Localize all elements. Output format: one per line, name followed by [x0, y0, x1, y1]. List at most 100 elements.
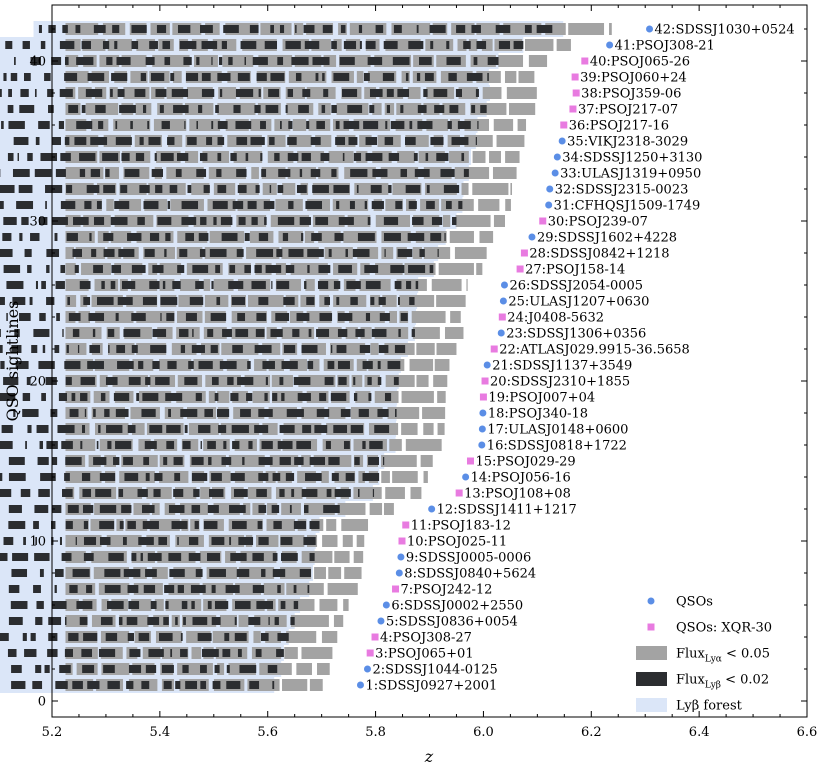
lyb-dark-segment — [350, 425, 364, 433]
lya-dark-segment — [271, 391, 303, 403]
lyb-dark-segment — [93, 457, 107, 465]
qso-marker — [546, 185, 554, 193]
lyb-dark-segment — [378, 297, 386, 305]
lyb-dark-segment — [173, 457, 183, 465]
lyb-dark-segment — [285, 473, 295, 481]
lyb-dark-segment — [108, 345, 110, 353]
qso-label: 14:PSOJ056-16 — [471, 471, 571, 486]
lyb-dark-segment — [340, 25, 346, 33]
lyb-dark-segment — [258, 537, 269, 545]
lya-dark-segment — [438, 263, 474, 275]
lyb-dark-segment — [105, 169, 110, 177]
lya-dark-segment — [472, 151, 486, 163]
lyb-dark-segment — [303, 25, 315, 33]
lyb-dark-segment — [8, 89, 12, 97]
lyb-dark-segment — [67, 297, 70, 305]
lya-dark-segment — [278, 231, 303, 243]
lyb-dark-segment — [11, 569, 28, 577]
lya-dark-segment — [355, 391, 371, 403]
lyb-dark-segment — [296, 441, 311, 449]
lyb-dark-segment — [137, 489, 148, 497]
lyb-dark-segment — [208, 457, 212, 465]
lya-dark-segment — [364, 375, 380, 387]
lyb-dark-segment — [160, 297, 178, 305]
lya-dark-segment — [397, 151, 415, 163]
lyb-dark-segment — [59, 665, 71, 673]
lyb-dark-segment — [52, 217, 68, 225]
lyb-dark-segment — [195, 569, 203, 577]
lyb-dark-segment — [230, 473, 245, 481]
lyb-dark-segment — [8, 457, 25, 465]
lyb-dark-segment — [39, 441, 43, 449]
lyb-dark-segment — [32, 681, 43, 689]
lyb-dark-segment — [82, 425, 86, 433]
lyb-dark-segment — [180, 409, 198, 417]
lyb-dark-segment — [306, 121, 310, 129]
lya-dark-segment — [293, 23, 304, 35]
lya-dark-segment — [152, 55, 190, 67]
lyb-dark-segment — [159, 105, 164, 113]
lyb-dark-segment — [185, 233, 195, 241]
lyb-dark-segment — [331, 105, 337, 113]
lyb-dark-segment — [220, 217, 233, 225]
lyb-dark-segment — [11, 345, 22, 353]
qso-label: 22:ATLASJ029.9915-36.5658 — [499, 343, 690, 358]
lyb-dark-segment — [223, 441, 227, 449]
lyb-dark-segment — [271, 281, 273, 289]
lyb-dark-segment — [316, 121, 325, 129]
lyb-dark-segment — [160, 153, 174, 161]
lya-dark-segment — [101, 599, 109, 611]
lyb-dark-segment — [301, 489, 318, 497]
lyb-dark-segment — [0, 553, 8, 561]
lyb-dark-segment — [353, 377, 356, 385]
lya-dark-segment — [217, 391, 230, 403]
lyb-dark-segment — [158, 633, 173, 641]
lyb-dark-segment — [102, 41, 110, 49]
lyb-dark-segment — [81, 649, 93, 657]
lyb-dark-segment — [252, 57, 268, 65]
lya-dark-segment — [370, 295, 381, 307]
lyb-dark-segment — [451, 137, 469, 145]
lyb-dark-segment — [27, 265, 32, 273]
lya-dark-segment — [506, 87, 537, 99]
lyb-dark-segment — [335, 137, 346, 145]
lyb-dark-segment — [277, 441, 293, 449]
lyb-dark-segment — [264, 217, 267, 225]
lyb-dark-segment — [446, 57, 461, 65]
lyb-dark-segment — [168, 553, 182, 561]
lyb-dark-segment — [365, 137, 378, 145]
lyb-dark-segment — [368, 393, 372, 401]
lya-dark-segment — [479, 231, 494, 243]
lyb-dark-segment — [307, 585, 310, 593]
lyb-dark-segment — [115, 313, 119, 321]
lyb-dark-segment — [128, 601, 140, 609]
lyb-dark-segment — [244, 265, 251, 273]
lyb-dark-segment — [29, 297, 33, 305]
lyb-dark-segment — [85, 89, 103, 97]
lyb-dark-segment — [113, 457, 120, 465]
lyb-dark-segment — [100, 617, 113, 625]
lyb-dark-segment — [199, 153, 208, 161]
lya-dark-segment — [478, 199, 500, 211]
lyb-dark-segment — [126, 617, 138, 625]
lyb-dark-segment — [187, 137, 197, 145]
lyb-dark-segment — [368, 457, 379, 465]
lyb-dark-segment — [117, 297, 133, 305]
lyb-dark-segment — [75, 25, 81, 33]
lyb-dark-segment — [180, 633, 183, 641]
lya-dark-segment — [260, 23, 292, 35]
lyb-dark-segment — [342, 153, 345, 161]
lyb-dark-segment — [164, 57, 171, 65]
lyb-dark-segment — [15, 361, 29, 369]
lyb-dark-segment — [10, 73, 18, 81]
lyb-dark-segment — [291, 489, 295, 497]
lyb-dark-segment — [68, 105, 79, 113]
lyb-dark-segment — [61, 553, 72, 561]
lyb-dark-segment — [291, 57, 309, 65]
qso-marker-xqr30 — [455, 489, 463, 497]
lyb-dark-segment — [93, 409, 96, 417]
qso-marker — [483, 361, 491, 369]
lyb-dark-segment — [11, 681, 26, 689]
lyb-dark-segment — [1, 425, 13, 433]
lyb-dark-segment — [252, 553, 264, 561]
